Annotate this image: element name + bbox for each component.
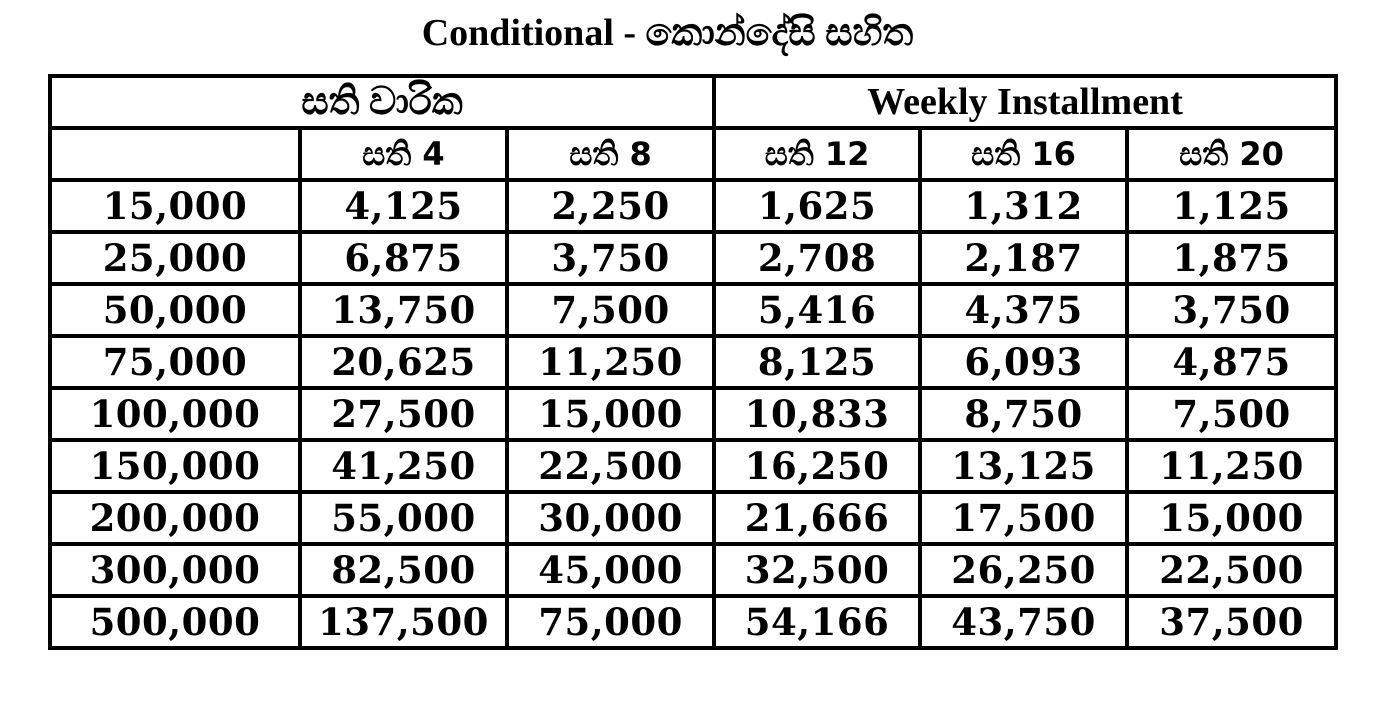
table-row: 150,000 41,250 22,500 16,250 13,125 11,250 bbox=[48, 438, 1339, 494]
column-header-16-weeks: සති 16 bbox=[918, 126, 1130, 182]
week-12-cell: 2,708 bbox=[712, 230, 923, 286]
week-16-cell: 1,312 bbox=[918, 178, 1130, 234]
week-12-cell: 21,666 bbox=[712, 490, 923, 546]
week-8-cell: 2,250 bbox=[504, 178, 717, 234]
loan-amount-cell: 50,000 bbox=[48, 282, 302, 338]
week-8-cell: 3,750 bbox=[504, 230, 717, 286]
week-20-cell: 11,250 bbox=[1125, 438, 1339, 494]
week-20-cell: 1,125 bbox=[1125, 178, 1339, 234]
week-16-cell: 43,750 bbox=[918, 594, 1130, 650]
week-12-cell: 8,125 bbox=[712, 334, 923, 390]
column-header-8-weeks: සති 8 bbox=[504, 126, 717, 182]
column-header-row: සති 4 සති 8 සති 12 සති 16 සති 20 bbox=[48, 126, 1339, 182]
week-8-cell: 22,500 bbox=[504, 438, 717, 494]
loan-amount-cell: 300,000 bbox=[48, 542, 302, 598]
installment-table-body: සති වාරික Weekly Installment සති 4 සති 8… bbox=[47, 74, 1339, 650]
week-20-cell: 15,000 bbox=[1125, 490, 1339, 546]
loan-amount-cell: 25,000 bbox=[48, 230, 302, 286]
loan-amount-cell: 150,000 bbox=[48, 438, 302, 494]
week-12-cell: 1,625 bbox=[712, 178, 923, 234]
table-row: 15,000 4,125 2,250 1,625 1,312 1,125 bbox=[48, 178, 1339, 234]
week-4-cell: 137,500 bbox=[298, 594, 509, 650]
week-20-cell: 1,875 bbox=[1125, 230, 1339, 286]
loan-amount-cell: 100,000 bbox=[48, 386, 302, 442]
group-header-english: Weekly Installment bbox=[712, 74, 1339, 130]
week-8-cell: 7,500 bbox=[504, 282, 717, 338]
week-4-cell: 13,750 bbox=[298, 282, 509, 338]
installment-table: සති වාරික Weekly Installment සති 4 සති 8… bbox=[47, 74, 1339, 650]
week-20-cell: 37,500 bbox=[1125, 594, 1339, 650]
week-12-cell: 10,833 bbox=[712, 386, 923, 442]
loan-amount-cell: 200,000 bbox=[48, 490, 302, 546]
column-header-amount bbox=[48, 126, 302, 182]
loan-amount-cell: 75,000 bbox=[48, 334, 302, 390]
table-row: 75,000 20,625 11,250 8,125 6,093 4,875 bbox=[48, 334, 1339, 390]
column-header-4-weeks: සති 4 bbox=[298, 126, 509, 182]
week-4-cell: 41,250 bbox=[298, 438, 509, 494]
page-title: Conditional - කොන්දේසි සහිත bbox=[421, 12, 914, 54]
week-16-cell: 2,187 bbox=[918, 230, 1130, 286]
column-header-20-weeks: සති 20 bbox=[1125, 126, 1339, 182]
week-20-cell: 3,750 bbox=[1125, 282, 1339, 338]
week-4-cell: 20,625 bbox=[298, 334, 509, 390]
group-header-row: සති වාරික Weekly Installment bbox=[47, 74, 1339, 130]
week-4-cell: 27,500 bbox=[298, 386, 509, 442]
table-row: 50,000 13,750 7,500 5,416 4,375 3,750 bbox=[48, 282, 1339, 338]
table-row: 100,000 27,500 15,000 10,833 8,750 7,500 bbox=[48, 386, 1339, 442]
week-4-cell: 82,500 bbox=[298, 542, 509, 598]
week-20-cell: 7,500 bbox=[1125, 386, 1339, 442]
week-16-cell: 17,500 bbox=[918, 490, 1130, 546]
week-8-cell: 30,000 bbox=[504, 490, 717, 546]
loan-amount-cell: 500,000 bbox=[48, 594, 302, 650]
week-20-cell: 22,500 bbox=[1125, 542, 1339, 598]
loan-amount-cell: 15,000 bbox=[48, 178, 302, 234]
week-12-cell: 54,166 bbox=[712, 594, 923, 650]
week-20-cell: 4,875 bbox=[1125, 334, 1339, 390]
table-row: 500,000 137,500 75,000 54,166 43,750 37,500 bbox=[48, 594, 1339, 650]
week-16-cell: 13,125 bbox=[918, 438, 1130, 494]
week-4-cell: 4,125 bbox=[298, 178, 509, 234]
table-row: 200,000 55,000 30,000 21,666 17,500 15,000 bbox=[48, 490, 1339, 546]
week-16-cell: 8,750 bbox=[918, 386, 1130, 442]
week-12-cell: 5,416 bbox=[712, 282, 923, 338]
week-16-cell: 6,093 bbox=[918, 334, 1130, 390]
group-header-sinhala: සති වාරික bbox=[47, 74, 717, 130]
week-8-cell: 45,000 bbox=[504, 542, 717, 598]
week-8-cell: 75,000 bbox=[504, 594, 717, 650]
table-row: 300,000 82,500 45,000 32,500 26,250 22,500 bbox=[48, 542, 1339, 598]
week-12-cell: 16,250 bbox=[712, 438, 923, 494]
week-16-cell: 26,250 bbox=[918, 542, 1130, 598]
table-row: 25,000 6,875 3,750 2,708 2,187 1,875 bbox=[48, 230, 1339, 286]
column-header-12-weeks: සති 12 bbox=[712, 126, 923, 182]
week-8-cell: 15,000 bbox=[504, 386, 717, 442]
week-4-cell: 6,875 bbox=[298, 230, 509, 286]
week-16-cell: 4,375 bbox=[918, 282, 1130, 338]
week-4-cell: 55,000 bbox=[298, 490, 509, 546]
week-12-cell: 32,500 bbox=[712, 542, 923, 598]
week-8-cell: 11,250 bbox=[504, 334, 717, 390]
